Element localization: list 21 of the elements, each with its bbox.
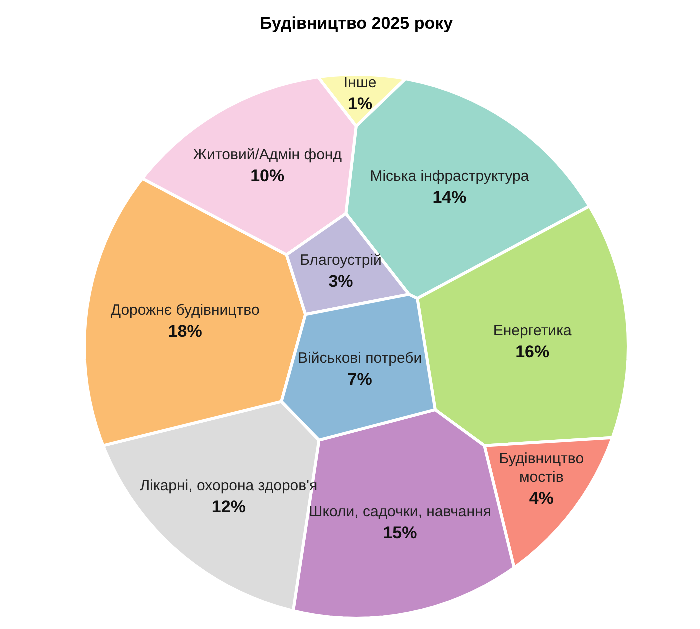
- data-label: 16%: [516, 342, 550, 362]
- category-label: Дорожнє будівництво: [110, 302, 260, 319]
- category-label: Військові потреби: [298, 350, 422, 367]
- data-label: 14%: [432, 188, 467, 207]
- data-label: 15%: [383, 523, 418, 542]
- data-label: 12%: [212, 498, 246, 517]
- category-label: Школи, садочки, навчання: [308, 503, 492, 520]
- category-label: Будівництво мостів: [499, 450, 584, 486]
- data-label: 7%: [348, 370, 372, 389]
- category-label: Лікарні, охорона здоров'я: [140, 478, 318, 495]
- data-label: 10%: [250, 166, 285, 186]
- category-label: Енергетика: [493, 322, 572, 340]
- data-label: 18%: [168, 322, 202, 341]
- text: Будівництво 2025 року: [260, 14, 454, 33]
- category-label: Інше: [344, 74, 377, 92]
- data-label: 3%: [328, 272, 354, 292]
- category-label: Житовий/Адмін фонд: [193, 146, 342, 164]
- data-label: 4%: [529, 489, 554, 508]
- category-label: Благоустрій: [300, 252, 382, 270]
- data-label: 1%: [348, 94, 373, 114]
- category-label: Міська інфраструктура: [370, 168, 530, 185]
